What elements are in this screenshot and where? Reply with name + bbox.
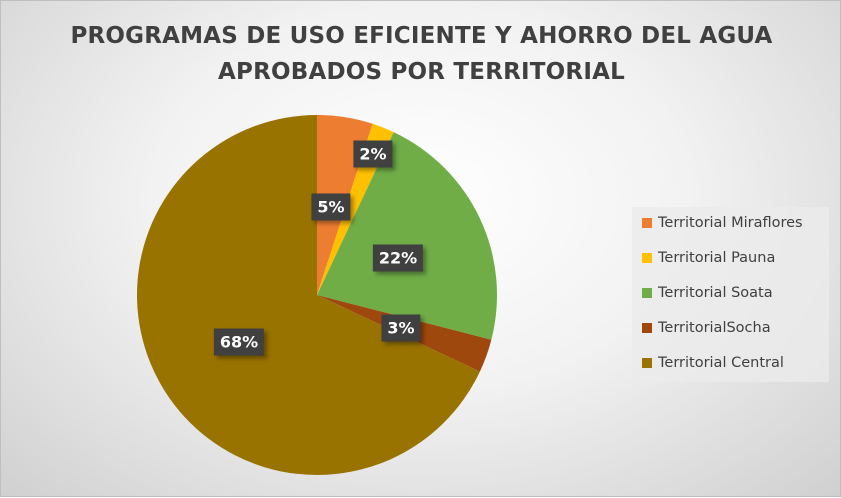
legend-label: Territorial Soata — [658, 285, 773, 301]
legend-item: Territorial Soata — [642, 285, 773, 301]
pie-slice-2 — [317, 132, 498, 340]
data-label-1: 2% — [353, 140, 393, 168]
data-label-2: 22% — [372, 244, 424, 272]
chart-title-line-1: PROGRAMAS DE USO EFICIENTE Y AHORRO DEL … — [70, 23, 773, 49]
chart-title-line-2: APROBADOS POR TERRITORIAL — [218, 59, 625, 85]
legend-item: Territorial Miraflores — [642, 215, 803, 231]
data-label-0: 5% — [311, 193, 351, 221]
legend-swatch — [642, 358, 652, 368]
legend: Territorial Miraflores Territorial Pauna T… — [632, 207, 829, 382]
legend-label: Territorial Pauna — [658, 250, 776, 266]
pie-slice-4 — [137, 114, 480, 475]
legend-swatch — [642, 253, 652, 263]
legend-item: TerritorialSocha — [642, 320, 771, 336]
legend-label: TerritorialSocha — [658, 320, 771, 336]
legend-item: Territorial Pauna — [642, 250, 775, 266]
legend-swatch — [642, 218, 652, 228]
legend-label: Territorial Central — [658, 355, 784, 371]
legend-label: Territorial Miraflores — [658, 215, 803, 231]
legend-swatch — [642, 323, 652, 333]
data-label-4: 68% — [213, 328, 265, 356]
data-label-3: 3% — [381, 314, 421, 342]
legend-swatch — [642, 288, 652, 298]
legend-item: Territorial Central — [642, 355, 784, 371]
